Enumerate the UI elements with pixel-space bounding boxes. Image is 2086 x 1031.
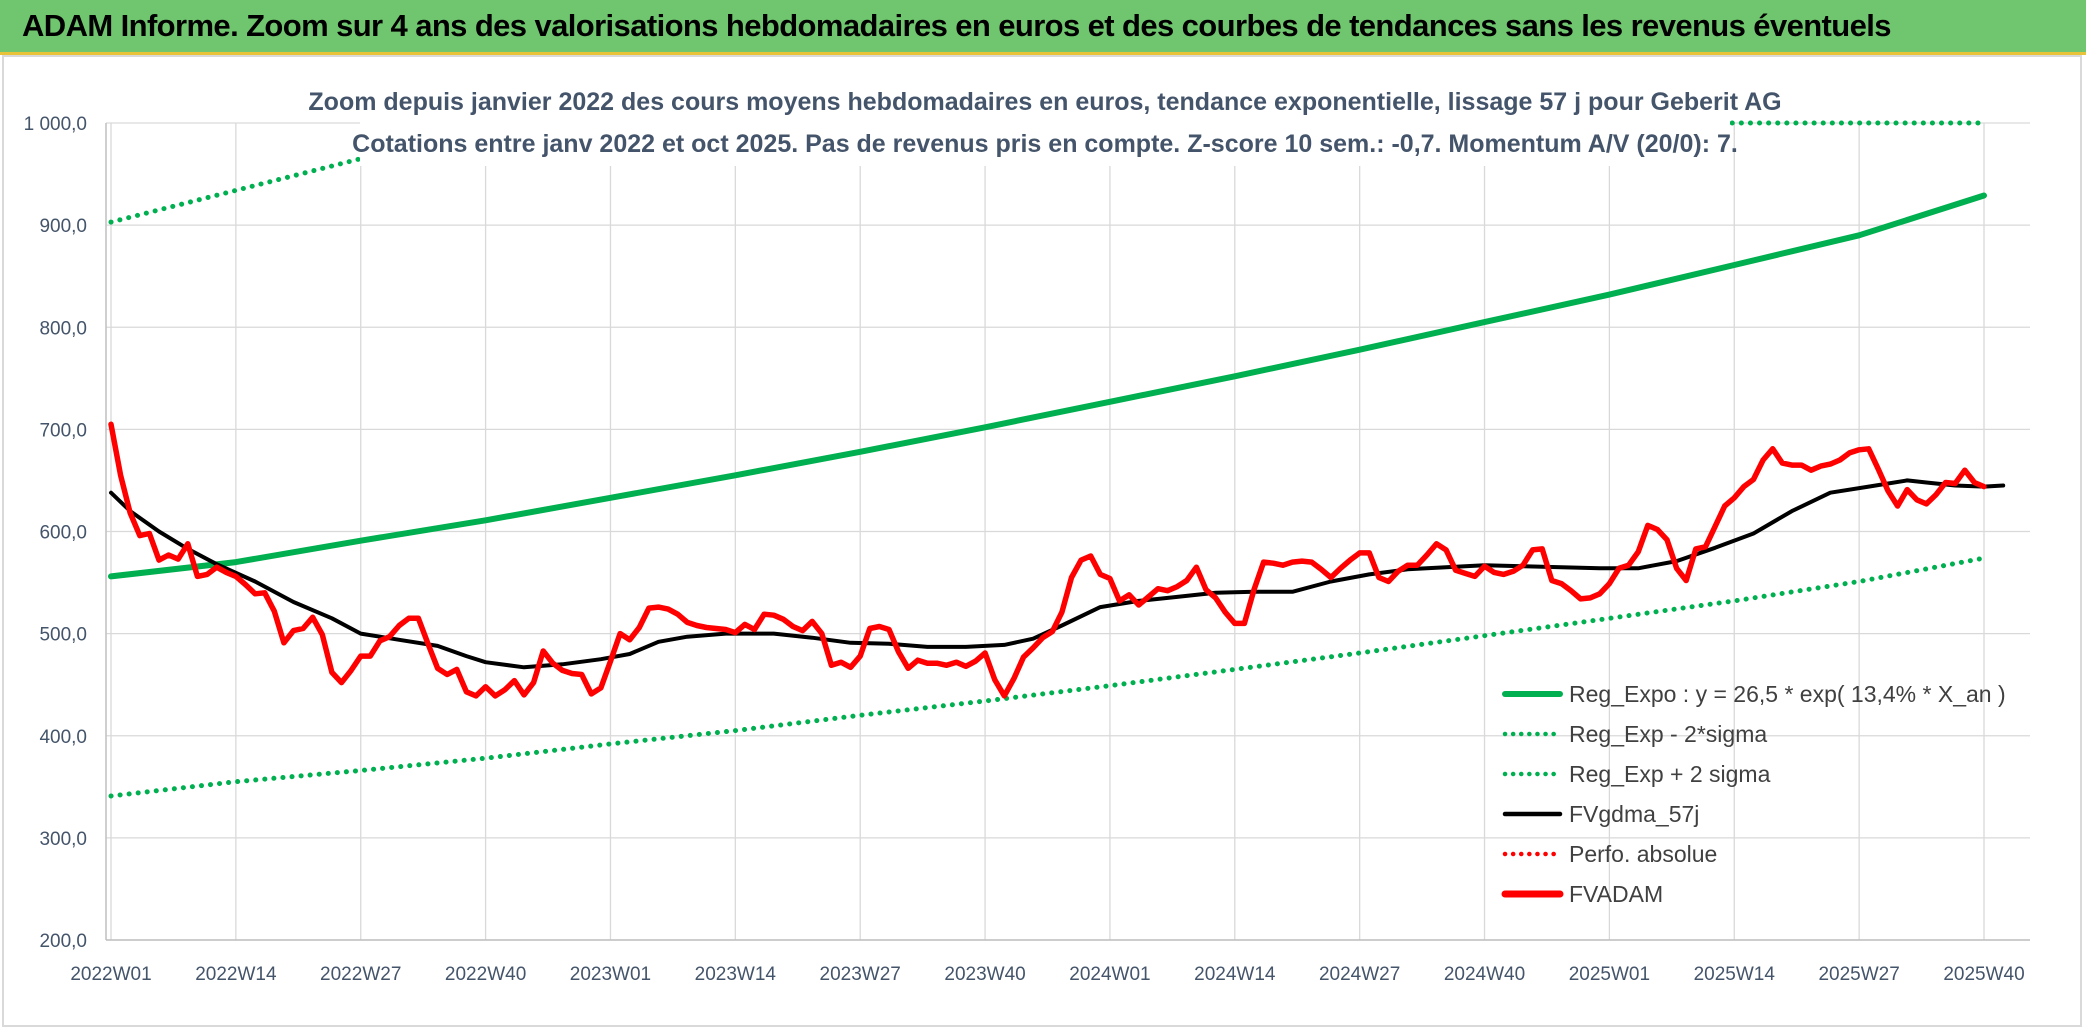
- x-tick-label: 2025W01: [1569, 964, 1650, 985]
- x-tick-label: 2025W14: [1694, 964, 1776, 985]
- legend-label: Reg_Expo : y = 26,5 * exp( 13,4% * X_an …: [1569, 681, 2006, 707]
- y-tick-label: 900,0: [39, 216, 87, 237]
- x-tick-label: 2022W27: [320, 964, 401, 985]
- legend-label: FVgdma_57j: [1569, 801, 1699, 827]
- y-tick-label: 700,0: [39, 420, 87, 441]
- x-tick-label: 2022W01: [70, 964, 151, 985]
- legend-label: Reg_Exp + 2 sigma: [1569, 761, 1771, 787]
- chart-frame: [2, 55, 2082, 1027]
- y-tick-label: 400,0: [39, 727, 87, 748]
- x-tick-label: 2023W14: [695, 964, 777, 985]
- x-tick-label: 2022W14: [195, 964, 277, 985]
- x-tick-label: 2023W01: [570, 964, 651, 985]
- y-tick-label: 1 000,0: [24, 114, 87, 135]
- y-axis-ticks: 200,0 300,0 400,0 500,0 600,0 700,0 800,0 900,0…: [24, 114, 87, 952]
- legend-label: FVADAM: [1569, 881, 1663, 907]
- title-backdrop: [360, 78, 1730, 166]
- x-tick-label: 2025W40: [1943, 964, 2024, 985]
- x-tick-label: 2024W27: [1319, 964, 1400, 985]
- gridlines: [105, 122, 2030, 941]
- series-line-fvgdma-57j: [109, 478, 2006, 670]
- x-tick-label: 2022W40: [445, 964, 526, 985]
- x-tick-label: 2023W27: [820, 964, 901, 985]
- legend-label: Reg_Exp - 2*sigma: [1569, 721, 1767, 747]
- series-line-reg-expo-y-26-5-exp-13-4-x-an: [108, 192, 1987, 580]
- y-tick-label: 200,0: [39, 931, 87, 952]
- banner-title: ADAM Informe. Zoom sur 4 ans des valoris…: [22, 8, 1892, 43]
- x-tick-label: 2024W40: [1444, 964, 1525, 985]
- x-tick-label: 2024W14: [1194, 964, 1276, 985]
- x-tick-label: 2025W27: [1818, 964, 1899, 985]
- chart-subtitle: Cotations entre janv 2022 et oct 2025. P…: [352, 130, 1738, 158]
- series-line-reg-exp-2-sigma: [108, 555, 1987, 799]
- legend-label: Perfo. absolue: [1569, 841, 1717, 867]
- y-tick-label: 500,0: [39, 625, 87, 646]
- series-line-fvadam: [108, 421, 1987, 699]
- chart-title: Zoom depuis janvier 2022 des cours moyen…: [308, 88, 1781, 116]
- x-tick-label: 2024W01: [1069, 964, 1150, 985]
- legend: Reg_Expo : y = 26,5 * exp( 13,4% * X_an …: [1501, 681, 2006, 907]
- y-tick-label: 300,0: [39, 829, 87, 850]
- y-tick-label: 800,0: [39, 318, 87, 339]
- y-tick-label: 600,0: [39, 523, 87, 544]
- x-tick-label: 2023W40: [944, 964, 1025, 985]
- header-banner: ADAM Informe. Zoom sur 4 ans des valoris…: [0, 0, 2086, 55]
- x-axis-ticks: 2022W01 2022W14 2022W27 2022W40 2023W01 2023W…: [70, 964, 2024, 985]
